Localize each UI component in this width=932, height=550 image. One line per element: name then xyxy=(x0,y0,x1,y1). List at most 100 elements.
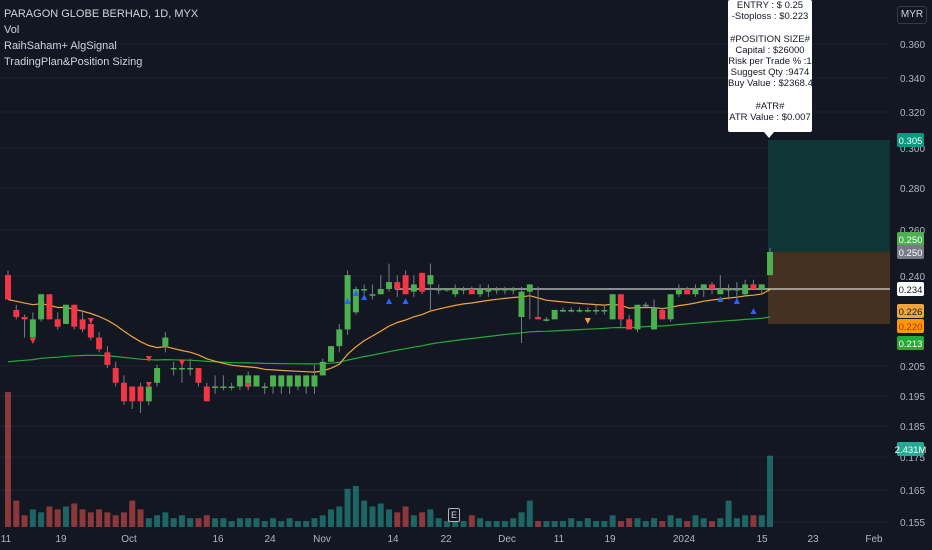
candle[interactable] xyxy=(145,386,152,406)
candle[interactable] xyxy=(137,382,144,413)
candle[interactable] xyxy=(386,263,392,292)
candle[interactable] xyxy=(584,307,591,313)
candle[interactable] xyxy=(443,289,450,292)
candle[interactable] xyxy=(46,294,53,320)
candle[interactable] xyxy=(270,375,277,394)
candle[interactable] xyxy=(253,375,260,387)
volume-indicator-label[interactable]: Vol xyxy=(4,24,20,36)
candle[interactable] xyxy=(377,275,384,295)
candle[interactable] xyxy=(129,386,136,410)
candle[interactable] xyxy=(634,304,641,333)
algsignal-indicator-label[interactable]: RaihSaham+ AlgSignal xyxy=(4,40,117,52)
earnings-badge[interactable]: E xyxy=(448,508,460,522)
candle[interactable] xyxy=(700,284,707,297)
candle[interactable] xyxy=(568,307,575,313)
candle[interactable] xyxy=(642,302,649,308)
candle[interactable] xyxy=(709,282,716,295)
candle[interactable] xyxy=(336,324,343,353)
candle[interactable] xyxy=(13,304,20,320)
candle[interactable] xyxy=(212,375,219,394)
candle[interactable] xyxy=(228,382,235,391)
candle[interactable] xyxy=(361,284,368,295)
symbol-title[interactable]: PARAGON GLOBE BERHAD, 1D, MYX xyxy=(4,8,199,20)
candle[interactable] xyxy=(261,382,268,394)
candle[interactable] xyxy=(659,307,666,320)
candle[interactable] xyxy=(551,310,558,320)
candle[interactable] xyxy=(593,304,600,315)
candle[interactable] xyxy=(501,286,508,295)
candle[interactable] xyxy=(220,375,227,391)
candle[interactable] xyxy=(236,375,243,391)
candle[interactable] xyxy=(62,304,69,324)
candle-body xyxy=(62,304,69,324)
candle[interactable] xyxy=(526,284,533,320)
candle[interactable] xyxy=(750,279,757,289)
candle[interactable] xyxy=(112,361,119,387)
candle[interactable] xyxy=(468,286,475,295)
trading-plan-indicator-label[interactable]: TradingPlan&Position Sizing xyxy=(4,56,143,68)
currency-button[interactable]: MYR xyxy=(897,6,927,24)
price-label-badge xyxy=(897,133,924,147)
candle[interactable] xyxy=(543,317,550,322)
candle[interactable] xyxy=(369,284,376,300)
candle[interactable] xyxy=(278,375,285,394)
candle[interactable] xyxy=(667,294,674,322)
candle[interactable] xyxy=(609,294,616,320)
candle[interactable] xyxy=(485,284,492,297)
candle[interactable] xyxy=(733,282,740,300)
candle[interactable] xyxy=(518,286,525,343)
price-label-text: 2.431M xyxy=(895,445,927,456)
candle[interactable] xyxy=(559,307,566,313)
candle[interactable] xyxy=(120,375,127,405)
candle[interactable] xyxy=(187,358,194,376)
candle[interactable] xyxy=(319,358,326,376)
candle[interactable] xyxy=(178,364,185,383)
candle[interactable] xyxy=(717,275,724,295)
candle[interactable] xyxy=(576,307,583,313)
candle[interactable] xyxy=(29,312,36,343)
candle[interactable] xyxy=(154,364,161,387)
candle[interactable] xyxy=(286,375,293,394)
candle[interactable] xyxy=(493,286,500,295)
candle[interactable] xyxy=(684,286,691,295)
candle[interactable] xyxy=(303,375,310,394)
candle[interactable] xyxy=(21,314,28,338)
candle[interactable] xyxy=(394,275,401,297)
candle[interactable] xyxy=(38,294,45,322)
candle[interactable] xyxy=(410,275,417,297)
candle[interactable] xyxy=(477,284,484,297)
candle[interactable] xyxy=(294,375,301,391)
candle[interactable] xyxy=(402,270,409,295)
candle[interactable] xyxy=(617,294,624,327)
candle[interactable] xyxy=(767,247,773,276)
candle[interactable] xyxy=(510,286,517,295)
candle[interactable] xyxy=(601,304,608,315)
candle[interactable] xyxy=(203,382,210,402)
candle[interactable] xyxy=(452,284,459,297)
candle[interactable] xyxy=(195,368,202,387)
candle[interactable] xyxy=(692,284,699,297)
candle[interactable] xyxy=(435,284,442,295)
candle[interactable] xyxy=(626,314,633,330)
time-tick-label: 19 xyxy=(55,534,67,545)
candle[interactable] xyxy=(742,279,749,297)
candle[interactable] xyxy=(170,361,177,376)
candle[interactable] xyxy=(427,263,434,313)
candle[interactable] xyxy=(419,272,426,295)
candle[interactable] xyxy=(104,346,111,368)
candle[interactable] xyxy=(725,284,732,300)
candle[interactable] xyxy=(758,284,765,295)
candle[interactable] xyxy=(162,332,169,353)
candle[interactable] xyxy=(535,286,542,320)
candle[interactable] xyxy=(328,346,335,362)
candle[interactable] xyxy=(651,299,658,330)
candle[interactable] xyxy=(79,310,86,333)
candle[interactable] xyxy=(460,286,467,295)
candle[interactable] xyxy=(54,312,61,330)
candle[interactable] xyxy=(96,332,103,353)
candle[interactable] xyxy=(311,364,318,394)
candle[interactable] xyxy=(71,304,78,330)
candle[interactable] xyxy=(675,284,682,297)
candle[interactable] xyxy=(5,270,11,300)
